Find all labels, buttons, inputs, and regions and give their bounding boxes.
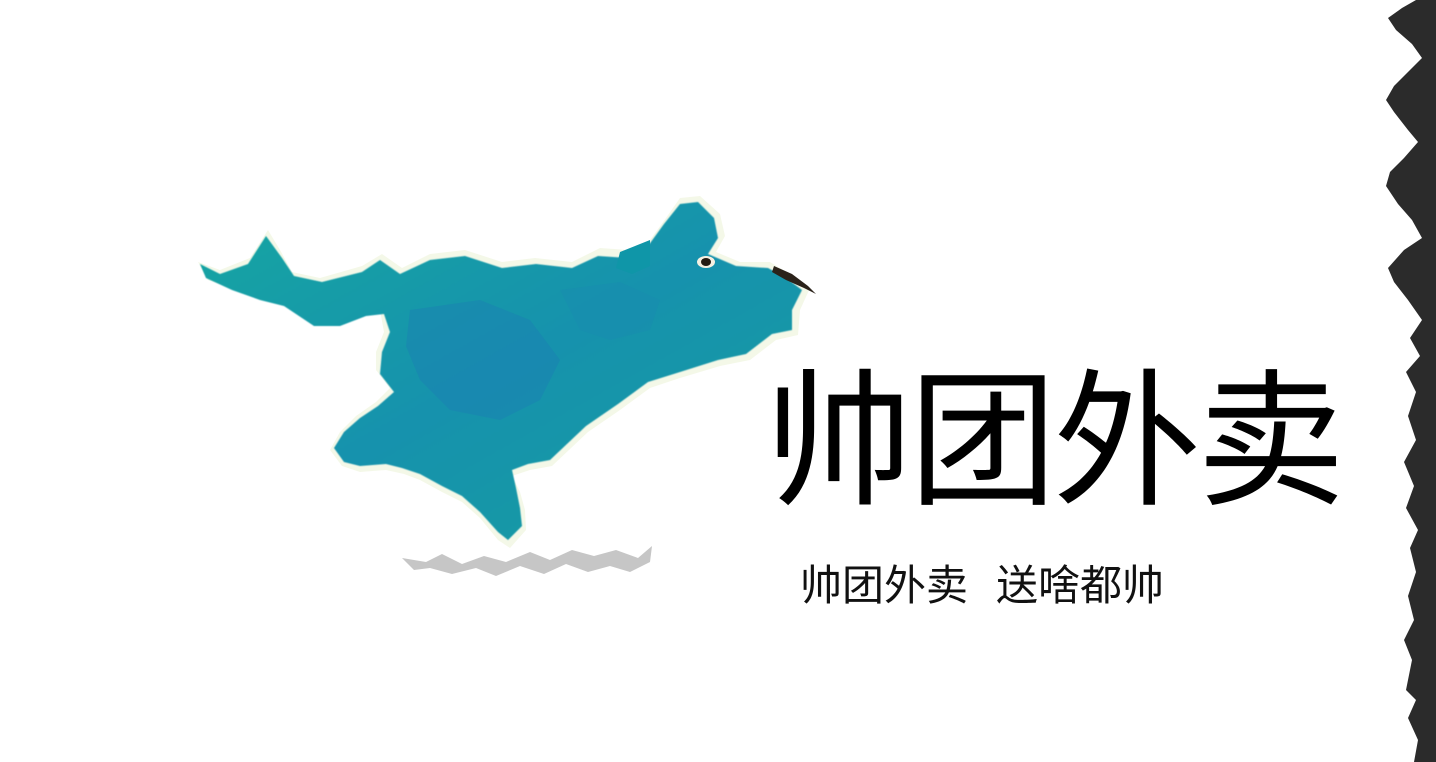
running-dog-mascot-icon: [198, 196, 816, 576]
slogan: 帅团外卖 送啥都帅: [800, 565, 1164, 607]
torn-edge-icon: [1386, 0, 1436, 762]
brand-title: 帅团外卖: [765, 356, 1345, 528]
slogan-part-1: 帅团外卖: [800, 561, 969, 610]
slogan-part-2: 送啥都帅: [996, 561, 1165, 610]
